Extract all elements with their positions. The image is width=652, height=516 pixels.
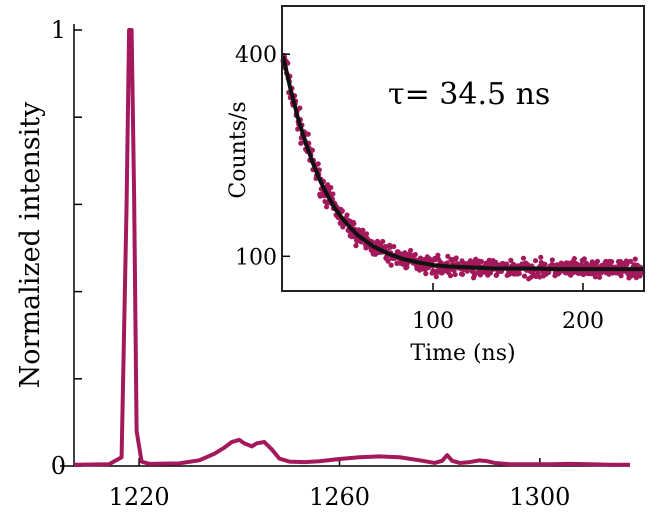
main-x-tick-label: 1300 [509, 483, 570, 511]
decay-point [344, 212, 350, 218]
decay-point [407, 247, 414, 254]
decay-point [328, 185, 334, 191]
decay-point [596, 274, 603, 280]
decay-point [549, 257, 555, 263]
inset-x-tick-label: 200 [562, 309, 604, 334]
decay-point [521, 273, 528, 279]
main-x-tick-label: 1220 [109, 483, 170, 511]
decay-point [315, 161, 321, 167]
decay-point [516, 270, 522, 277]
inset-y-tick-label: 400 [235, 43, 277, 68]
decay-point [459, 271, 466, 277]
decay-point [309, 147, 315, 153]
main-y-tick-label: 1 [51, 16, 66, 44]
decay-point [618, 273, 624, 279]
decay-point [444, 260, 450, 266]
decay-point [380, 238, 386, 245]
decay-point [388, 262, 394, 268]
decay-point [571, 255, 577, 262]
decay-point [542, 261, 548, 267]
main-x-tick-label: 1260 [309, 483, 370, 511]
decay-point [412, 251, 418, 258]
decay-point [298, 140, 304, 146]
decay-point [538, 254, 544, 260]
decay-point [351, 221, 357, 227]
decay-point [581, 256, 587, 262]
fit-line [281, 55, 643, 272]
decay-point [363, 231, 370, 237]
decay-point [423, 271, 429, 277]
decay-point [520, 255, 527, 261]
lifetime-annotation: τ= 34.5 ns [388, 77, 550, 112]
inset-background [282, 6, 644, 291]
decay-point [433, 274, 439, 280]
decay-point [305, 131, 311, 137]
decay-point [493, 259, 499, 265]
inset-x-axis-label: Time (ns) [410, 341, 515, 366]
decay-point [627, 258, 634, 264]
decay-point [532, 258, 539, 264]
decay-point [609, 259, 615, 265]
inset-frame [281, 5, 645, 292]
decay-point [508, 257, 514, 263]
decay-point [360, 227, 366, 233]
decay-point [624, 261, 630, 268]
decay-point [603, 258, 609, 264]
decay-point [453, 255, 459, 261]
main-y-tick-label: 0 [51, 452, 66, 480]
main-y-ticks: 01 [51, 16, 82, 480]
decay-point [464, 268, 470, 274]
decay-point [385, 258, 391, 264]
decay-point [578, 262, 584, 268]
inset-x-ticks: 100 200 [412, 283, 604, 334]
inset-y-tick-label: 100 [235, 245, 277, 270]
decay-point [478, 259, 485, 265]
decay-point [353, 243, 359, 249]
decay-point [394, 260, 400, 266]
inset-series [280, 52, 646, 282]
decay-point [297, 105, 303, 111]
decay-point [451, 267, 457, 274]
decay-point [632, 256, 638, 262]
main-series [73, 28, 630, 467]
decay-point [452, 271, 458, 278]
decay-point [339, 208, 345, 214]
decay-point [382, 243, 388, 250]
inset-x-tick-label: 100 [412, 309, 454, 334]
decay-point [592, 274, 598, 280]
decay-point [594, 258, 601, 264]
main-y-axis-label: Normalized intensity [15, 101, 46, 388]
inset-chart: 100 400 100 200 Counts/s Time (ns) τ= 34.5… [226, 5, 646, 366]
spectrum-line [73, 28, 630, 467]
decay-point [404, 264, 410, 270]
decay-point [391, 243, 397, 250]
main-chart: 01 1220 1260 1300 Normalized intensity [15, 16, 630, 511]
inset-y-axis-label: Counts/s [226, 101, 251, 198]
decay-point [445, 253, 451, 259]
main-x-ticks: 1220 1260 1300 [109, 458, 570, 511]
decay-point [330, 191, 336, 197]
decay-point [447, 273, 454, 279]
decay-point [435, 252, 441, 258]
inset-y-ticks: 100 400 [235, 43, 290, 270]
